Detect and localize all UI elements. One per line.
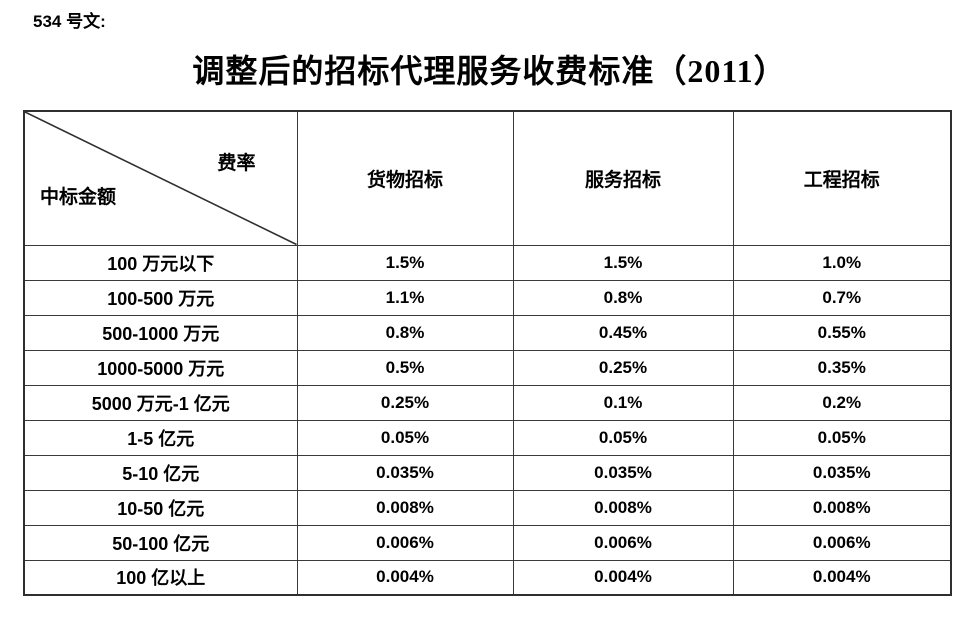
amount-cell: 100-500 万元 (23, 279, 298, 316)
rate-cell: 0.8% (296, 314, 514, 351)
rate-cell: 1.5% (512, 244, 734, 281)
table-row: 500-1000 万元 0.8% 0.45% 0.55% (23, 314, 952, 351)
table-row: 100 亿以上 0.004% 0.004% 0.004% (23, 559, 952, 596)
rate-cell: 0.004% (512, 559, 734, 596)
rate-cell: 0.05% (296, 419, 514, 456)
amount-cell: 500-1000 万元 (23, 314, 298, 351)
rate-cell: 0.25% (512, 349, 734, 386)
column-header-engineering-bidding: 工程招标 (732, 110, 952, 246)
column-header-goods-bidding: 货物招标 (296, 110, 514, 246)
table-row: 50-100 亿元 0.006% 0.006% 0.006% (23, 524, 952, 561)
rate-cell: 0.008% (732, 489, 952, 526)
amount-cell: 1-5 亿元 (23, 419, 298, 456)
amount-cell: 100 亿以上 (23, 559, 298, 596)
rate-cell: 0.035% (512, 454, 734, 491)
rate-cell: 0.25% (296, 384, 514, 421)
rate-cell: 0.7% (732, 279, 952, 316)
table-row: 1-5 亿元 0.05% 0.05% 0.05% (23, 419, 952, 456)
rate-cell: 0.008% (296, 489, 514, 526)
rate-cell: 0.006% (512, 524, 734, 561)
rate-cell: 0.1% (512, 384, 734, 421)
diagonal-divider-line (25, 112, 297, 245)
header-row: 费率 中标金额 货物招标 服务招标 工程招标 (23, 110, 952, 246)
rate-cell: 0.05% (512, 419, 734, 456)
fee-table: 费率 中标金额 货物招标 服务招标 工程招标 100 万元以下 1.5% 1.5% 1… (23, 110, 952, 596)
rate-cell: 0.2% (732, 384, 952, 421)
table-row: 5000 万元-1 亿元 0.25% 0.1% 0.2% (23, 384, 952, 421)
rate-cell: 0.05% (732, 419, 952, 456)
rate-cell: 1.0% (732, 244, 952, 281)
column-header-service-bidding: 服务招标 (512, 110, 734, 246)
rate-cell: 0.006% (296, 524, 514, 561)
corner-label-rate: 费率 (217, 153, 256, 174)
amount-cell: 5000 万元-1 亿元 (23, 384, 298, 421)
rate-cell: 0.45% (512, 314, 734, 351)
amount-cell: 1000-5000 万元 (23, 349, 298, 386)
table-corner-cell: 费率 中标金额 (23, 110, 298, 246)
amount-cell: 50-100 亿元 (23, 524, 298, 561)
rate-cell: 0.35% (732, 349, 952, 386)
rate-cell: 0.035% (732, 454, 952, 491)
doc-number-label: 534 号文: (33, 12, 106, 31)
rate-cell: 0.008% (512, 489, 734, 526)
rate-cell: 0.55% (732, 314, 952, 351)
amount-cell: 5-10 亿元 (23, 454, 298, 491)
page-title: 调整后的招标代理服务收费标准（2011） (192, 53, 787, 89)
amount-cell: 100 万元以下 (23, 244, 298, 281)
rate-cell: 0.006% (732, 524, 952, 561)
rate-cell: 0.035% (296, 454, 514, 491)
rate-cell: 1.5% (296, 244, 514, 281)
table-row: 5-10 亿元 0.035% 0.035% 0.035% (23, 454, 952, 491)
rate-cell: 0.004% (732, 559, 952, 596)
table-row: 100 万元以下 1.5% 1.5% 1.0% (23, 244, 952, 281)
rate-cell: 0.004% (296, 559, 514, 596)
amount-cell: 10-50 亿元 (23, 489, 298, 526)
rate-cell: 0.8% (512, 279, 734, 316)
rate-cell: 1.1% (296, 279, 514, 316)
rate-cell: 0.5% (296, 349, 514, 386)
corner-label-amount: 中标金额 (40, 186, 117, 208)
table-row: 1000-5000 万元 0.5% 0.25% 0.35% (23, 349, 952, 386)
table-row: 100-500 万元 1.1% 0.8% 0.7% (23, 279, 952, 316)
table-row: 10-50 亿元 0.008% 0.008% 0.008% (23, 489, 952, 526)
